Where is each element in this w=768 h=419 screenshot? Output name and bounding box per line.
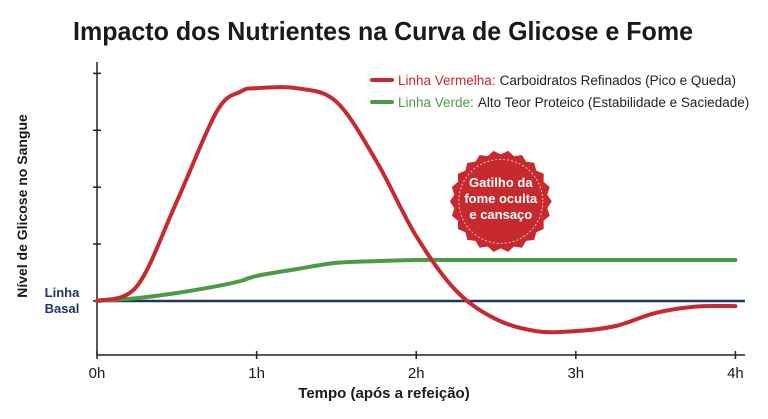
y-axis-label: Nível de Glicose no Sangue	[14, 114, 30, 298]
x-tick-label: 0h	[89, 365, 106, 382]
x-tick-label: 1h	[248, 365, 265, 382]
annotation-badge	[449, 150, 552, 252]
baseline-label: Linha Basal	[44, 285, 80, 316]
chart-title: Impacto dos Nutrientes na Curva de Glico…	[73, 16, 693, 46]
series-line	[95, 85, 738, 335]
legend-label: Linha Verde: Alto Teor Proteico (Estabili…	[398, 95, 749, 110]
x-tick-label: 3h	[567, 365, 584, 382]
legend-label: Linha Vermelha: Carboidratos Refinados (P…	[398, 73, 736, 88]
legend-name: Linha Verde:	[398, 95, 474, 110]
legend-name: Linha Vermelha:	[398, 73, 496, 88]
annotation-ring	[458, 158, 544, 244]
x-tick-label: 4h	[727, 365, 744, 382]
series-line	[95, 257, 738, 303]
legend-description: Carboidratos Refinados (Pico e Queda)	[500, 73, 736, 88]
legend-description: Alto Teor Proteico (Estabilidade e Sacie…	[478, 95, 749, 110]
x-tick-label: 2h	[408, 365, 425, 382]
x-axis-label: Tempo (após a refeição)	[298, 385, 469, 402]
annotation-text: Gatilho da fome oculta e cansaço	[464, 175, 538, 222]
